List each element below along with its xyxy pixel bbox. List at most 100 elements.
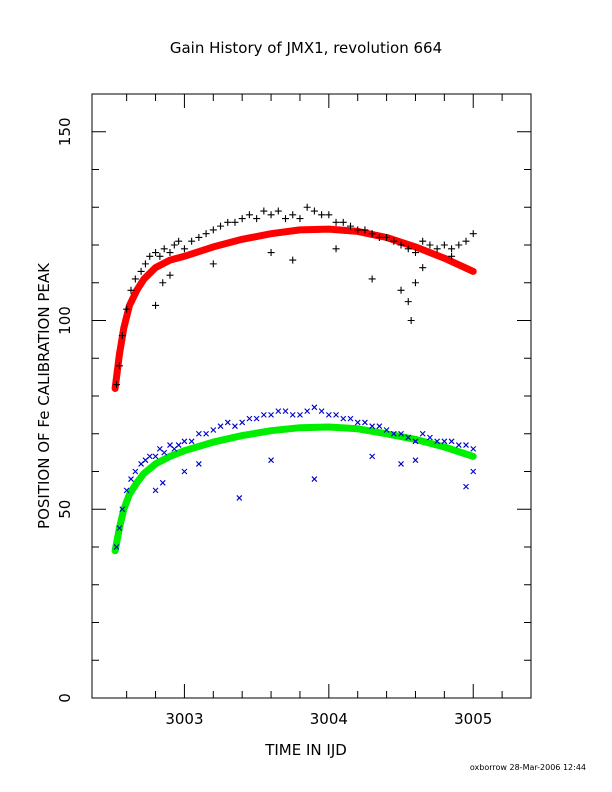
x-marker-point [119, 506, 126, 513]
x-marker-point [188, 438, 195, 445]
plus-marker-point [217, 222, 225, 230]
x-marker-point [311, 404, 318, 411]
plus-marker-point [282, 215, 290, 223]
x-marker-point [470, 445, 477, 452]
plus-marker-point [383, 233, 391, 241]
x-marker-point [181, 438, 188, 445]
y-tick-label: 50 [56, 500, 74, 519]
x-marker-point [232, 423, 238, 430]
x-marker-point [152, 453, 159, 460]
plus-marker-point [195, 233, 203, 241]
plus-marker-point [166, 271, 174, 279]
plus-marker-point [407, 317, 415, 324]
x-marker-point [175, 442, 182, 448]
plus-marker-point [113, 381, 121, 389]
x-marker-point [347, 415, 354, 422]
plus-marker-point [209, 260, 217, 268]
x-marker-point [383, 427, 390, 433]
plot-frame [91, 93, 532, 699]
plus-marker-point [289, 256, 297, 264]
x-marker-point [113, 544, 120, 550]
x-marker-point [470, 468, 477, 475]
x-marker-point [463, 442, 469, 448]
x-marker-point [405, 434, 412, 441]
x-tick-label: 3004 [310, 710, 348, 728]
plus-marker-point [455, 241, 463, 249]
x-marker-point [161, 449, 168, 456]
x-marker-point [463, 483, 469, 490]
plus-marker-point [411, 249, 419, 257]
x-tick-label: 3003 [165, 710, 203, 728]
x-marker-point [289, 411, 296, 418]
plus-marker-point [296, 215, 304, 223]
plus-marker-point [419, 237, 427, 245]
x-marker-point [159, 479, 166, 486]
x-marker-point [210, 427, 217, 433]
plus-marker-point [260, 207, 268, 215]
plus-marker-point [433, 245, 441, 253]
x-marker-point [441, 438, 448, 445]
plus-marker-point [318, 211, 326, 219]
plus-marker-point [267, 211, 275, 219]
x-marker-point [246, 415, 253, 422]
plus-marker-point [390, 237, 398, 245]
plus-marker-point [238, 215, 246, 223]
x-marker-point [123, 487, 130, 494]
plus-marker-point [180, 245, 188, 253]
x-marker-point [419, 430, 426, 437]
x-marker-point [203, 430, 209, 437]
plus-marker-point [127, 286, 135, 294]
plus-marker-point [166, 249, 174, 257]
plus-marker-point [440, 241, 448, 249]
x-marker-point [398, 461, 404, 467]
plus-marker-point [253, 215, 261, 223]
x-marker-point [340, 415, 347, 422]
y-tick-label: 150 [56, 117, 74, 146]
plus-marker-point [368, 275, 376, 283]
plus-marker-point [419, 264, 427, 272]
plus-marker-point [368, 230, 376, 238]
plus-marker-point [332, 218, 340, 226]
y-axis: 0 50 100 150 [56, 93, 531, 703]
x-marker-point [412, 457, 419, 464]
plus-marker-point [448, 245, 456, 253]
x-marker-point [282, 408, 289, 414]
x-marker-point [369, 423, 376, 430]
x-marker-point [268, 457, 274, 464]
plus-marker-point [188, 237, 196, 245]
footer-credit: oxborrow 28-Mar-2006 12:44 [470, 763, 586, 772]
x-marker-point [152, 487, 159, 494]
plus-marker-point [123, 305, 131, 313]
plus-marker-point [404, 245, 412, 253]
x-axis: 3003 3004 3005 [126, 94, 503, 728]
plus-marker-point [131, 275, 139, 283]
plus-marker-point [332, 245, 340, 253]
x-marker-point [318, 408, 325, 414]
plus-marker-point [209, 226, 217, 234]
x-marker-point [369, 453, 376, 460]
plus-marker-point [397, 286, 405, 294]
x-marker-point [253, 415, 260, 422]
plus-marker-point [339, 218, 347, 226]
x-marker-point [195, 430, 202, 437]
x-marker-point [427, 434, 433, 441]
plus-marker-point [118, 332, 126, 340]
plus-marker-point [115, 362, 123, 370]
x-marker-point [333, 411, 339, 418]
plus-marker-point [426, 241, 434, 249]
plus-marker-point [411, 279, 419, 287]
plus-marker-point [361, 226, 369, 234]
x-marker-point [304, 408, 311, 414]
plus-marker-point [325, 211, 333, 219]
plus-marker-point [462, 237, 470, 245]
x-marker-point [116, 525, 123, 532]
x-marker-point [217, 423, 224, 430]
y-axis-label: POSITION OF Fe CALIBRATION PEAK [35, 262, 53, 529]
x-marker-point [268, 411, 274, 418]
plus-marker-point [202, 230, 210, 238]
y-tick-label: 0 [56, 693, 74, 703]
x-marker-point [398, 430, 404, 437]
x-marker-point [311, 476, 318, 482]
plus-marker-point [224, 218, 232, 226]
x-marker-point [181, 468, 188, 475]
